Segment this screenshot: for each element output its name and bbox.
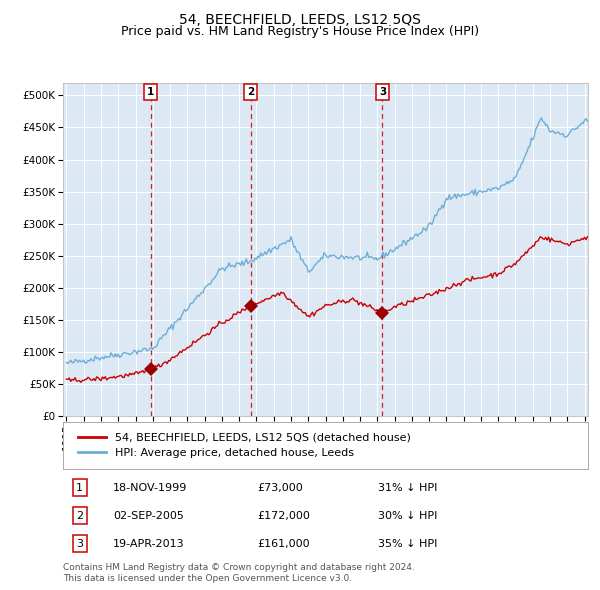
Text: Price paid vs. HM Land Registry's House Price Index (HPI): Price paid vs. HM Land Registry's House …: [121, 25, 479, 38]
Text: Contains HM Land Registry data © Crown copyright and database right 2024.
This d: Contains HM Land Registry data © Crown c…: [63, 563, 415, 583]
Text: 54, BEECHFIELD, LEEDS, LS12 5QS: 54, BEECHFIELD, LEEDS, LS12 5QS: [179, 13, 421, 27]
Text: 31% ↓ HPI: 31% ↓ HPI: [378, 483, 437, 493]
Text: 3: 3: [379, 87, 386, 97]
Legend: 54, BEECHFIELD, LEEDS, LS12 5QS (detached house), HPI: Average price, detached h: 54, BEECHFIELD, LEEDS, LS12 5QS (detache…: [74, 428, 415, 463]
Text: 3: 3: [76, 539, 83, 549]
Text: 19-APR-2013: 19-APR-2013: [113, 539, 185, 549]
Text: 30% ↓ HPI: 30% ↓ HPI: [378, 511, 437, 520]
Text: 02-SEP-2005: 02-SEP-2005: [113, 511, 184, 520]
Text: 2: 2: [76, 511, 83, 520]
Text: 2: 2: [247, 87, 254, 97]
Text: £172,000: £172,000: [257, 511, 310, 520]
Text: £161,000: £161,000: [257, 539, 310, 549]
Text: £73,000: £73,000: [257, 483, 303, 493]
Text: 35% ↓ HPI: 35% ↓ HPI: [378, 539, 437, 549]
Text: 1: 1: [147, 87, 154, 97]
Text: 1: 1: [76, 483, 83, 493]
Text: 18-NOV-1999: 18-NOV-1999: [113, 483, 187, 493]
